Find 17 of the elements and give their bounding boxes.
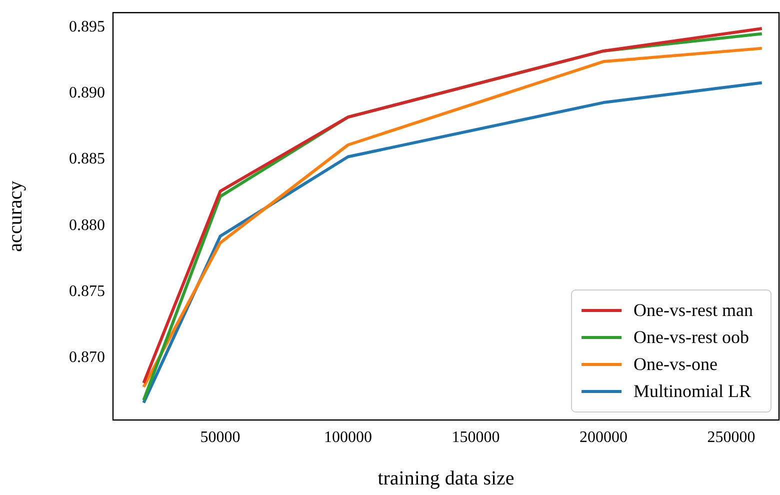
- x-tick-label: 200000: [579, 428, 628, 446]
- x-axis-title: training data size: [378, 467, 514, 490]
- legend-label: Multinomial LR: [634, 381, 752, 402]
- y-tick-label: 0.875: [69, 282, 105, 300]
- x-tick-label: 250000: [707, 428, 756, 446]
- y-tick-label: 0.890: [69, 84, 105, 102]
- y-tick-label: 0.870: [69, 349, 105, 366]
- y-tick-label: 0.880: [69, 216, 105, 234]
- x-tick-label: 150000: [452, 428, 500, 446]
- y-tick-label: 0.885: [69, 150, 105, 168]
- legend-label: One-vs-rest man: [634, 300, 754, 320]
- y-tick-label: 0.895: [69, 18, 105, 36]
- x-tick-label: 100000: [324, 428, 372, 446]
- y-axis-title: accuracy: [4, 180, 26, 252]
- legend-label: One-vs-rest oob: [634, 327, 750, 348]
- legend-label: One-vs-one: [634, 354, 718, 374]
- x-tick-label: 50000: [200, 428, 240, 446]
